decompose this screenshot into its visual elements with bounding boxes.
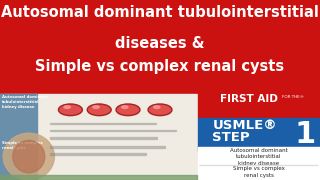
- Ellipse shape: [3, 133, 54, 180]
- Bar: [0, 0, 320, 94]
- Ellipse shape: [13, 140, 45, 173]
- Text: Autosomal dominant
tubulointerstitial
kidney disease: Autosomal dominant tubulointerstitial ki…: [2, 95, 47, 109]
- Ellipse shape: [59, 104, 83, 116]
- Bar: [198, 118, 320, 151]
- Text: 1: 1: [295, 120, 316, 149]
- Bar: [50, 123, 146, 124]
- Text: Autosomal dominant
tubulointerstitial
kidney disease: Autosomal dominant tubulointerstitial ki…: [230, 148, 288, 166]
- Ellipse shape: [116, 104, 140, 116]
- Bar: [50, 146, 137, 148]
- Bar: [0, 94, 197, 180]
- Ellipse shape: [93, 106, 99, 108]
- Text: Simple vs complex renal cysts: Simple vs complex renal cysts: [36, 59, 284, 74]
- Bar: [0, 94, 37, 180]
- Bar: [50, 137, 164, 139]
- Ellipse shape: [87, 104, 111, 116]
- Text: Autosomal dominant tubulointerstitial: Autosomal dominant tubulointerstitial: [1, 5, 319, 20]
- Text: Simple vs complex
renal cysts: Simple vs complex renal cysts: [233, 166, 285, 178]
- Bar: [50, 130, 150, 131]
- Bar: [0, 175, 197, 180]
- Text: STEP: STEP: [212, 131, 250, 144]
- Bar: [198, 147, 320, 180]
- Text: FIRST AID: FIRST AID: [220, 94, 278, 105]
- Text: diseases &: diseases &: [115, 36, 205, 51]
- Text: FOR THE®: FOR THE®: [282, 94, 304, 98]
- Ellipse shape: [154, 106, 160, 108]
- Text: Simple vs complex
renal cysts: Simple vs complex renal cysts: [2, 141, 42, 150]
- Ellipse shape: [148, 104, 172, 116]
- Bar: [198, 94, 320, 118]
- Ellipse shape: [122, 106, 128, 108]
- Bar: [50, 153, 175, 155]
- Text: USMLE®: USMLE®: [212, 119, 277, 132]
- Ellipse shape: [64, 106, 70, 108]
